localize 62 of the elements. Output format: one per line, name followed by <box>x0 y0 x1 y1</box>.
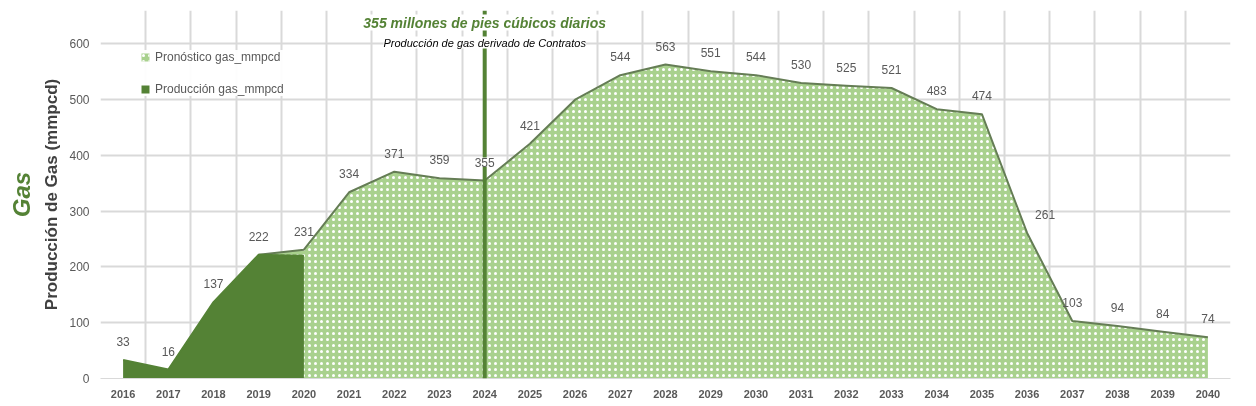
x-tick-label: 2036 <box>1014 387 1040 400</box>
x-tick-label: 2025 <box>517 387 543 400</box>
data-label: 84 <box>1156 306 1170 321</box>
data-label: 483 <box>926 84 948 99</box>
x-tick-label: 2028 <box>653 387 678 400</box>
y-axis-title: Producción de Gas (mmpcd) <box>42 78 62 311</box>
legend-label: Producción gas_mmpcd <box>155 82 284 96</box>
x-tick-label: 2040 <box>1195 387 1221 400</box>
y-tick-label: 0 <box>82 372 90 386</box>
x-tick-label: 2022 <box>382 387 407 400</box>
y-tick-label: 500 <box>69 93 90 108</box>
data-label: 474 <box>971 89 993 104</box>
x-tick-label: 2020 <box>291 387 317 400</box>
y-tick-label: 100 <box>69 316 90 331</box>
data-label: 33 <box>116 335 131 350</box>
data-label: 525 <box>836 60 857 75</box>
y-tick-label: 300 <box>69 204 90 219</box>
x-tick-label: 2035 <box>969 387 995 400</box>
x-tick-label: 2024 <box>472 387 498 400</box>
x-tick-label: 2016 <box>110 387 136 400</box>
data-label: 544 <box>610 50 631 65</box>
x-tick-label: 2017 <box>156 387 181 400</box>
x-tick-label: 2031 <box>788 387 814 400</box>
x-tick-label: 2021 <box>336 387 362 400</box>
data-label: 334 <box>339 167 360 182</box>
x-tick-label: 2027 <box>608 387 633 400</box>
x-tick-label: 2019 <box>246 387 271 400</box>
ref-line-label: 355 millones de pies cúbicos diarios <box>363 14 607 31</box>
data-label: 530 <box>791 57 812 72</box>
data-label: 222 <box>248 229 270 244</box>
annotation: Producción de gas derivado de Contratos <box>383 36 587 49</box>
data-label: 371 <box>384 146 405 161</box>
data-label: 261 <box>1035 207 1056 222</box>
data-label: 563 <box>655 39 676 54</box>
y-tick-label: 600 <box>69 37 90 52</box>
y-tick-label: 400 <box>69 148 90 163</box>
data-label: 359 <box>429 153 450 168</box>
x-tick-label: 2029 <box>698 387 723 400</box>
legend-label: Pronóstico gas_mmpcd <box>155 50 281 64</box>
y-tick-label: 200 <box>69 260 90 275</box>
x-tick-label: 2037 <box>1060 387 1085 400</box>
x-tick-label: 2030 <box>743 387 769 400</box>
x-tick-label: 2032 <box>834 387 859 400</box>
x-tick-label: 2026 <box>562 387 588 400</box>
data-label: 544 <box>745 50 767 65</box>
data-label: 551 <box>700 46 722 61</box>
x-tick-label: 2023 <box>427 387 452 400</box>
data-label: 103 <box>1062 296 1083 311</box>
text: Gas <box>7 171 35 218</box>
x-tick-label: 2034 <box>924 387 950 400</box>
data-label: 74 <box>1201 312 1215 327</box>
data-label: 137 <box>203 277 224 292</box>
data-label: 521 <box>881 63 902 77</box>
data-label: 421 <box>519 118 541 133</box>
data-label: 16 <box>161 344 176 359</box>
x-tick-label: 2033 <box>879 387 904 400</box>
data-label: 94 <box>1110 301 1125 316</box>
data-label: 355 <box>474 155 496 170</box>
x-tick-label: 2039 <box>1150 387 1175 400</box>
x-tick-label: 2038 <box>1105 387 1130 400</box>
x-tick-label: 2018 <box>201 387 226 400</box>
data-label: 231 <box>293 224 315 239</box>
